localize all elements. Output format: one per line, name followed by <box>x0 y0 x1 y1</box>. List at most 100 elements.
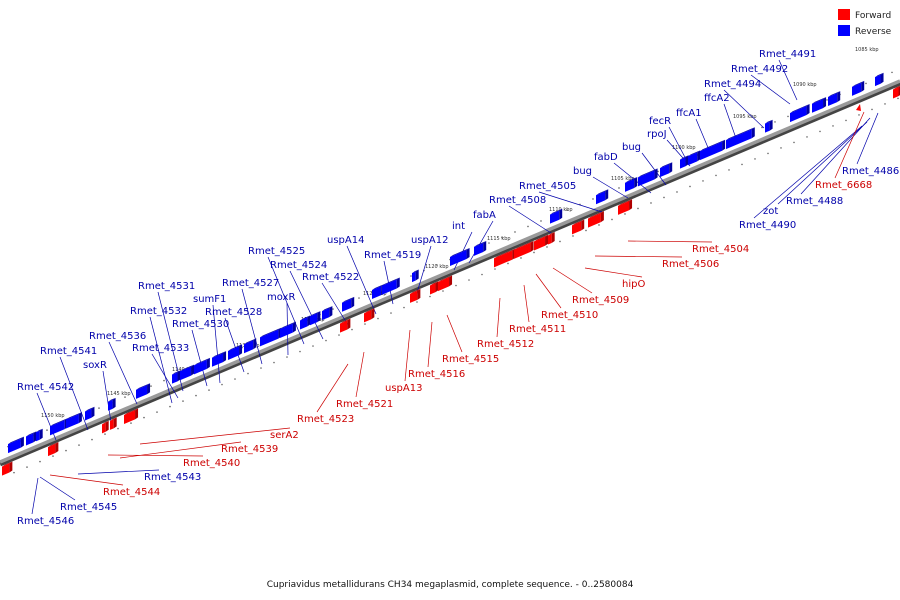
reverse-gene-box[interactable] <box>412 269 419 283</box>
forward-gene-box[interactable] <box>102 420 109 434</box>
reverse-gene-box[interactable] <box>180 364 195 381</box>
gene-label-rmet-4533[interactable]: Rmet_4533 <box>132 343 189 354</box>
reverse-gene-box[interactable] <box>36 428 43 442</box>
reverse-gene-box[interactable] <box>8 436 24 454</box>
gene-label-sumf1[interactable]: sumF1 <box>193 294 226 305</box>
gene-label-rmet-4511[interactable]: Rmet_4511 <box>509 324 566 335</box>
gene-label-ffca1[interactable]: ffcA1 <box>676 108 702 119</box>
gene-label-rmet-4522[interactable]: Rmet_4522 <box>302 272 359 283</box>
forward-gene-box[interactable] <box>618 199 633 215</box>
gene-label-rmet-4527[interactable]: Rmet_4527 <box>222 278 279 289</box>
reverse-gene-box[interactable] <box>310 311 321 326</box>
forward-gene-box[interactable] <box>2 461 13 476</box>
gene-label-rmet-4546[interactable]: Rmet_4546 <box>17 516 74 527</box>
gene-label-rmet-4532[interactable]: Rmet_4532 <box>130 306 187 317</box>
reverse-gene-box[interactable] <box>322 306 333 321</box>
gene-label-rmet-4542[interactable]: Rmet_4542 <box>17 382 74 393</box>
gene-label-rmet-4512[interactable]: Rmet_4512 <box>477 339 534 350</box>
gene-label-moxr[interactable]: moxR <box>267 292 295 303</box>
gene-label-rmet-4525[interactable]: Rmet_4525 <box>248 246 305 257</box>
gene-label-sera2[interactable]: serA2 <box>270 430 299 441</box>
reverse-gene-box[interactable] <box>596 189 609 205</box>
gene-label-rmet-4504[interactable]: Rmet_4504 <box>692 244 749 255</box>
gene-label-rmet-4540[interactable]: Rmet_4540 <box>183 458 240 469</box>
reverse-gene-box[interactable] <box>342 296 355 312</box>
forward-gene-box[interactable] <box>124 408 139 425</box>
gene-label-hipo[interactable]: hipO <box>622 279 645 290</box>
forward-gene-box[interactable] <box>514 240 534 259</box>
forward-gene-box[interactable] <box>410 288 421 303</box>
gene-label-zot[interactable]: zot <box>763 206 778 217</box>
gene-label-rmet-4490[interactable]: Rmet_4490 <box>739 220 796 231</box>
gene-label-rmet-4539[interactable]: Rmet_4539 <box>221 444 278 455</box>
gene-label-ffca2[interactable]: ffcA2 <box>704 93 730 104</box>
reverse-gene-box[interactable] <box>26 431 37 446</box>
gene-label-rmet-4491[interactable]: Rmet_4491 <box>759 49 816 60</box>
reverse-gene-box[interactable] <box>108 397 116 411</box>
gene-label-rpoj[interactable]: rpoJ <box>647 129 667 140</box>
gene-label-fabd[interactable]: fabD <box>594 152 618 163</box>
gene-label-rmet-4494[interactable]: Rmet_4494 <box>704 79 761 90</box>
reverse-gene-box[interactable] <box>828 91 841 106</box>
gene-label-rmet-4545[interactable]: Rmet_4545 <box>60 502 117 513</box>
reverse-gene-box[interactable] <box>172 370 181 384</box>
reverse-gene-box[interactable] <box>812 97 827 113</box>
forward-gene-box[interactable] <box>438 275 453 292</box>
gene-label-rmet-4515[interactable]: Rmet_4515 <box>442 354 499 365</box>
gene-label-rmet-4531[interactable]: Rmet_4531 <box>138 281 195 292</box>
reverse-gene-box[interactable] <box>875 72 884 87</box>
gene-label-rmet-4541[interactable]: Rmet_4541 <box>40 346 97 357</box>
forward-gene-box[interactable] <box>110 417 117 430</box>
gene-label-uspa12[interactable]: uspA12 <box>411 235 448 246</box>
gene-label-bug[interactable]: bug <box>573 166 592 177</box>
reverse-gene-box[interactable] <box>136 383 151 399</box>
gene-label-rmet-4528[interactable]: Rmet_4528 <box>205 307 262 318</box>
gene-label-rmet-4510[interactable]: Rmet_4510 <box>541 310 598 321</box>
gene-label-rmet-4530[interactable]: Rmet_4530 <box>172 319 229 330</box>
forward-gene-box[interactable] <box>548 231 555 245</box>
gene-label-rmet-4488[interactable]: Rmet_4488 <box>786 196 843 207</box>
forward-gene-box[interactable] <box>430 281 439 295</box>
reverse-gene-box[interactable] <box>244 338 257 354</box>
reverse-gene-box[interactable] <box>194 357 210 375</box>
gene-label-rmet-4536[interactable]: Rmet_4536 <box>89 331 146 342</box>
reverse-gene-box[interactable] <box>300 315 311 330</box>
forward-gene-box[interactable] <box>534 234 549 251</box>
reverse-gene-box[interactable] <box>765 119 773 133</box>
gene-label-rmet-4486[interactable]: Rmet_4486 <box>842 166 899 177</box>
gene-label-rmet-4521[interactable]: Rmet_4521 <box>336 399 393 410</box>
gene-label-fecr[interactable]: fecR <box>649 116 671 127</box>
gene-label-rmet-4508[interactable]: Rmet_4508 <box>489 195 546 206</box>
gene-label-rmet-4506[interactable]: Rmet_4506 <box>662 259 719 270</box>
gene-label-rmet-4492[interactable]: Rmet_4492 <box>731 64 788 75</box>
gene-label-bug[interactable]: bug <box>622 142 641 153</box>
reverse-gene-box[interactable] <box>474 240 487 256</box>
reverse-gene-box[interactable] <box>790 104 810 123</box>
reverse-gene-box[interactable] <box>852 80 865 96</box>
reverse-gene-box[interactable] <box>228 344 243 360</box>
gene-label-rmet-4505[interactable]: Rmet_4505 <box>519 181 576 192</box>
forward-gene-box[interactable] <box>572 219 585 235</box>
reverse-gene-box[interactable] <box>212 351 227 367</box>
reverse-gene-box[interactable] <box>625 177 638 192</box>
reverse-gene-box[interactable] <box>66 412 82 429</box>
gene-label-rmet-4523[interactable]: Rmet_4523 <box>297 414 354 425</box>
gene-label-uspa14[interactable]: uspA14 <box>327 235 364 246</box>
forward-gene-box[interactable] <box>340 318 351 333</box>
reverse-gene-box[interactable] <box>726 127 755 150</box>
reverse-gene-box[interactable] <box>450 247 470 266</box>
gene-label-rmet-4516[interactable]: Rmet_4516 <box>408 369 465 380</box>
forward-gene-marker[interactable] <box>856 104 861 111</box>
forward-gene-box[interactable] <box>588 211 604 228</box>
reverse-gene-box[interactable] <box>85 406 95 421</box>
gene-label-rmet-6668[interactable]: Rmet_6668 <box>815 180 872 191</box>
forward-gene-box[interactable] <box>48 442 59 457</box>
gene-label-int[interactable]: int <box>452 221 465 232</box>
reverse-gene-box[interactable] <box>700 139 726 161</box>
gene-label-soxr[interactable]: soxR <box>83 360 107 371</box>
reverse-gene-box[interactable] <box>638 168 658 187</box>
gene-label-rmet-4524[interactable]: Rmet_4524 <box>270 260 327 271</box>
reverse-gene-box[interactable] <box>550 208 563 224</box>
reverse-gene-box[interactable] <box>688 150 701 166</box>
reverse-gene-box[interactable] <box>382 277 400 295</box>
